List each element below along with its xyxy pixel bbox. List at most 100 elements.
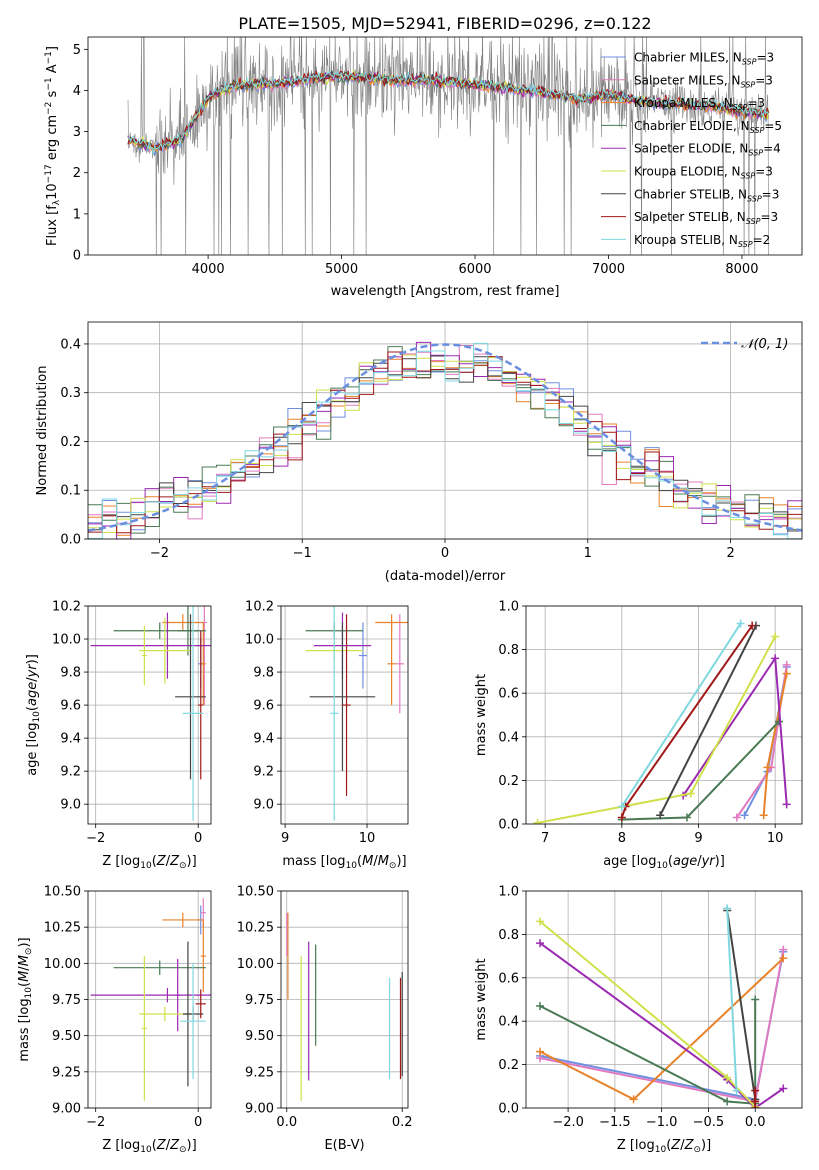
error-bar-point [198,630,204,780]
y-tick-label: 9.2 [60,765,81,780]
error-bar-point [113,960,206,975]
y-tick-label: 10.50 [237,885,274,900]
x-tick-label: 0.0 [276,1115,297,1130]
plus-marker [782,800,791,809]
plus-marker [629,1095,638,1104]
x-tick-label: 0 [194,1115,202,1130]
x-tick-label: 10 [359,831,376,846]
mass_vs_EBV-marks [286,912,403,1101]
x-axis-label: E(B-V) [324,1138,364,1153]
y-tick-label: 9.2 [253,765,274,780]
y-tick-label: 0.4 [60,337,81,352]
y-tick-label: 1.0 [498,600,519,615]
x-tick-label: 7000 [592,262,625,277]
plus-marker [683,813,691,822]
y-axis-label: Normed distribution [35,366,50,496]
plus-marker [536,939,545,948]
legend-entry: Salpeter STELIB, NSSP=3 [634,210,778,226]
mass_vs_Z-panel: −2 0 9.00 9.25 9.50 9.75 10.00 10.25 10.50 Z [log… [17,885,212,1155]
error-bar-point [195,989,206,1019]
error-bar-point [113,622,206,640]
plus-marker [779,954,788,963]
error-bar-point [141,956,147,1101]
y-tick-label: 0.1 [60,484,81,499]
plus-marker [656,811,665,820]
y-axis-label: mass weight [474,958,489,1040]
mass_vs_Z-marks [90,898,211,1101]
plus-marker [759,811,768,820]
y-tick-label: 9.75 [52,993,81,1008]
grid [526,605,802,825]
weight_vs_Z-panel: −2.0 −1.5 −1.0 −0.5 0.0 0.0 0.2 0.4 0.6 0.8 1.0 Z [… [474,885,803,1155]
y-tick-label: 5 [73,43,81,58]
y-tick-label: 0.8 [498,928,519,943]
y-tick-label: 9.00 [245,1102,274,1117]
axes-frame [87,605,212,825]
y-tick-label: 0.2 [498,1058,519,1073]
weight-series-line [620,622,742,808]
x-tick-label: −2 [150,546,169,561]
y-tick-label: 9.4 [253,732,274,747]
y-tick-label: 9.0 [60,798,81,813]
x-tick-label: −2 [86,1115,105,1130]
y-tick-label: 0.3 [60,386,81,401]
plus-marker [617,813,626,822]
x-tick-label: 5000 [325,262,358,277]
normal-curve-line [88,343,802,532]
y-tick-label: 9.75 [245,993,274,1008]
weight-series-line [539,999,757,1105]
y-tick-label: 9.6 [60,699,81,714]
histogram-step-line [88,342,802,539]
spectrum-marks [127,37,770,255]
weight_vs_Z-marks [536,904,788,1108]
error-bar-point [90,612,211,679]
y-tick-label: 0.0 [498,818,519,833]
error-bar-point [200,622,206,706]
axes-frame [525,890,803,1109]
plus-marker [782,660,791,669]
plus-marker [740,811,749,820]
y-tick-label: 1.0 [498,885,519,900]
plus-marker [771,632,780,641]
y-tick-label: 9.6 [253,699,274,714]
x-axis-label: Z [log10(Z/Z⊙)] [617,1138,711,1155]
y-tick-label: 9.8 [60,666,81,681]
error-bar-point [162,614,204,631]
plus-marker [763,763,772,772]
residuals-marks [88,341,802,539]
y-tick-label: 0.8 [498,643,519,658]
legend-entry: 𝒩(0, 1) [741,337,788,352]
weight-series-line [537,636,777,824]
x-axis-label: age [log10(age/yr)] [603,854,725,871]
y-tick-label: 9.00 [52,1102,81,1117]
weight-series-line [726,910,757,1100]
plus-marker [723,904,732,913]
plus-marker [536,1002,545,1011]
model-line [127,70,770,155]
y-tick-label: 0.6 [498,687,519,702]
x-tick-label: 8 [618,831,626,846]
age_vs_Z-marks [90,606,211,821]
axes-frame [280,605,409,825]
plus-marker [736,619,745,628]
plus-marker [732,1086,741,1095]
y-tick-label: 10.2 [245,600,274,615]
weight-series-line [726,908,738,1091]
error-bar-point [180,963,206,1080]
x-axis-label: Z [log10(Z/Z⊙)] [102,854,196,871]
y-tick-label: 10.00 [237,957,274,972]
y-tick-label: 3 [73,125,81,140]
axes-frame [525,605,803,825]
x-tick-label: 9 [281,831,289,846]
y-axis-label: age [log10(age/yr)] [25,654,42,776]
error-bar-point [309,622,376,772]
y-tick-label: 0.4 [498,730,519,745]
x-tick-label: 6000 [458,262,491,277]
x-tick-label: 0.2 [392,1115,413,1130]
y-tick-label: 10.25 [44,921,81,936]
y-tick-label: 10.0 [245,633,274,648]
error-bar-point [175,958,181,1032]
x-tick-label: 0 [441,546,449,561]
axes-frame [87,321,803,540]
